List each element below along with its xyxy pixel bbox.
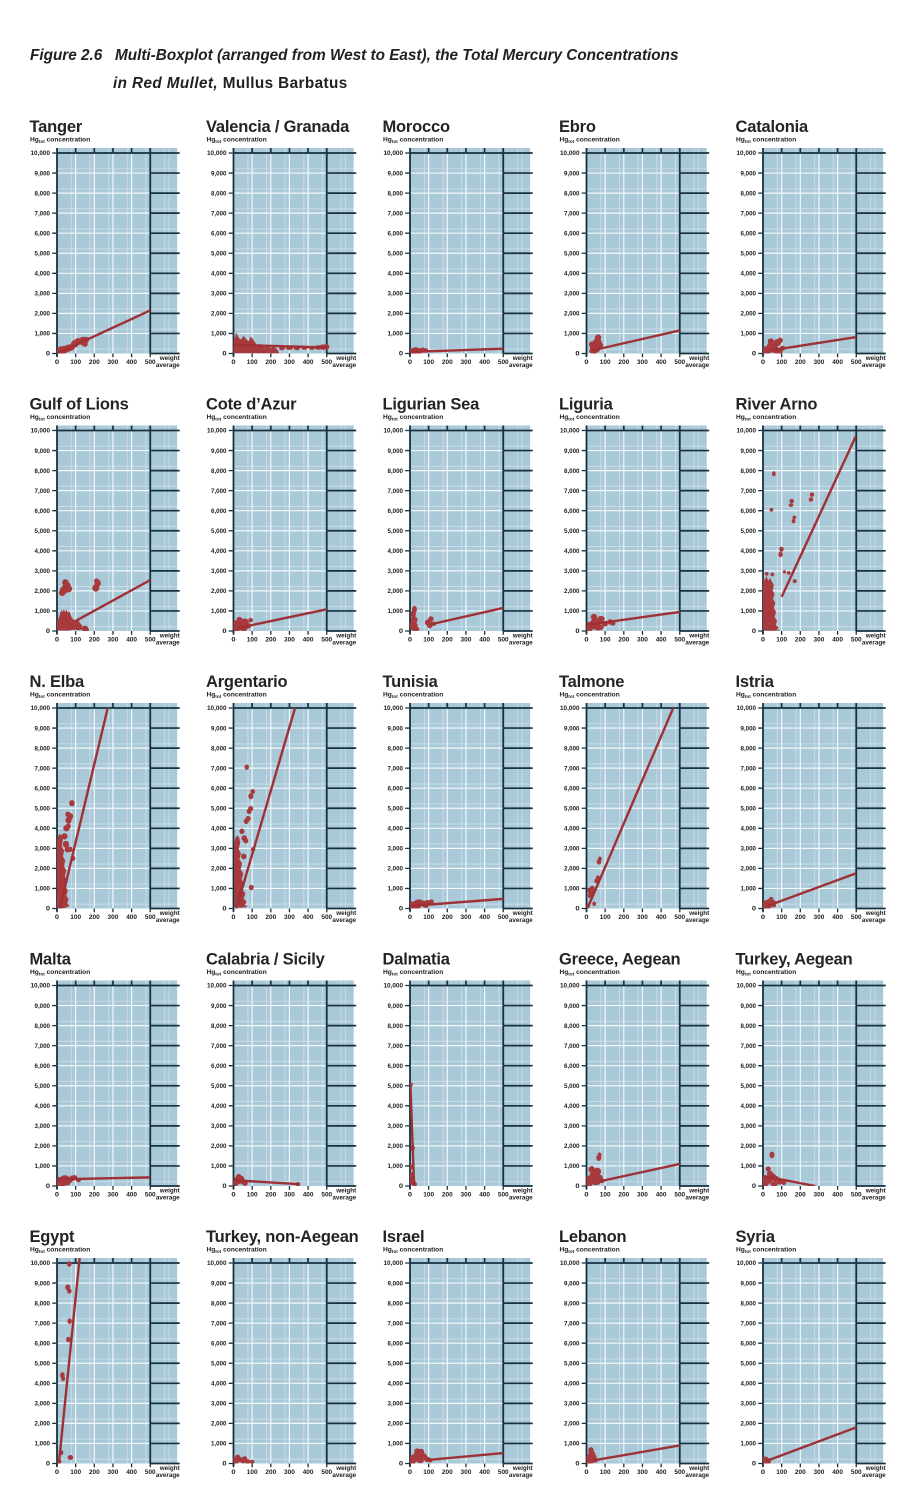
svg-text:Israel: Israel: [383, 1228, 425, 1246]
svg-text:Istria: Istria: [736, 673, 775, 691]
svg-text:Figure 2.6: Figure 2.6: [30, 47, 103, 64]
svg-text:Cote d’Azur: Cote d’Azur: [206, 396, 297, 414]
svg-text:N. Elba: N. Elba: [30, 673, 86, 691]
svg-text:Lebanon: Lebanon: [559, 1228, 626, 1246]
svg-text:Egypt: Egypt: [30, 1228, 76, 1246]
svg-text:Tanger: Tanger: [30, 118, 83, 136]
svg-text:Ebro: Ebro: [559, 118, 596, 136]
svg-text:Ligurian Sea: Ligurian Sea: [383, 396, 481, 414]
svg-text:Calabria / Sicily: Calabria / Sicily: [206, 951, 326, 969]
svg-text:Dalmatia: Dalmatia: [383, 951, 451, 969]
svg-text:Valencia / Granada: Valencia / Granada: [206, 118, 350, 136]
svg-text:Liguria: Liguria: [559, 396, 614, 414]
svg-text:Greece, Aegean: Greece, Aegean: [559, 951, 680, 969]
svg-text:Syria: Syria: [736, 1228, 776, 1246]
svg-text:Tunisia: Tunisia: [383, 673, 439, 691]
svg-text:Argentario: Argentario: [206, 673, 288, 691]
svg-text:Multi-Boxplot (arranged from W: Multi-Boxplot (arranged from West to Eas…: [115, 47, 678, 64]
svg-text:Turkey, non-Aegean: Turkey, non-Aegean: [206, 1228, 359, 1246]
svg-text:Morocco: Morocco: [383, 118, 450, 136]
svg-text:in Red Mullet, Mullus Barbatus: in Red Mullet, Mullus Barbatus: [113, 75, 348, 92]
svg-text:River Arno: River Arno: [736, 396, 818, 414]
svg-text:Malta: Malta: [30, 951, 72, 969]
svg-text:Turkey, Aegean: Turkey, Aegean: [736, 951, 853, 969]
svg-text:Gulf of Lions: Gulf of Lions: [30, 396, 129, 414]
svg-text:Talmone: Talmone: [559, 673, 624, 691]
svg-text:Catalonia: Catalonia: [736, 118, 809, 136]
